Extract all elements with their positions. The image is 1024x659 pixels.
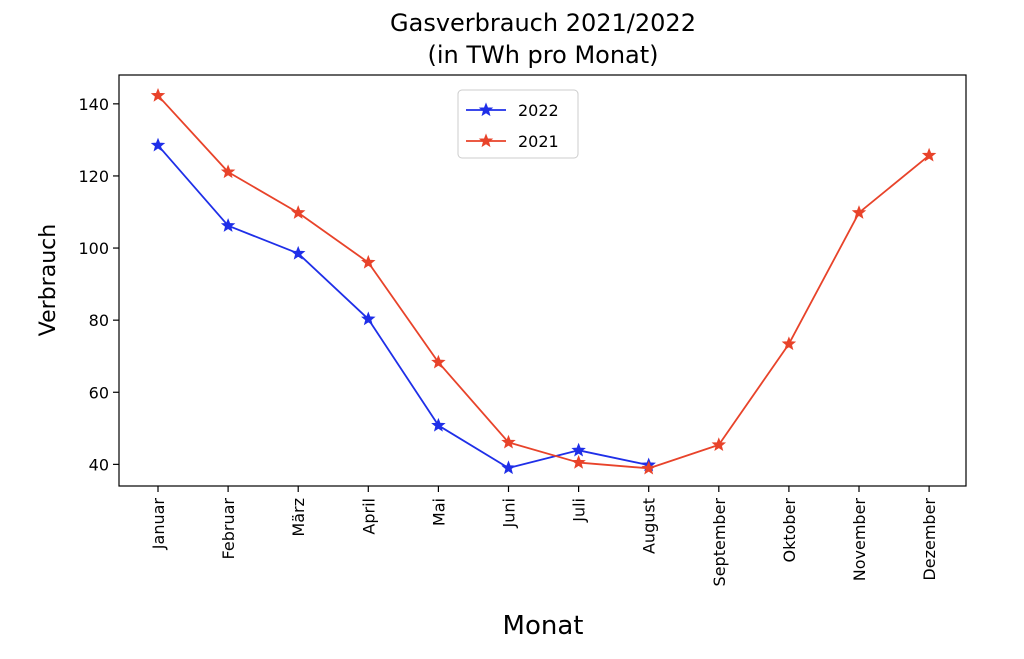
x-tick-label: Juni bbox=[500, 498, 519, 528]
x-tick-label: Dezember bbox=[920, 498, 939, 581]
x-tick-label: April bbox=[359, 498, 378, 535]
data-point bbox=[220, 218, 236, 232]
y-axis-label: Verbrauch bbox=[36, 224, 61, 336]
legend-label-2021: 2021 bbox=[518, 132, 559, 151]
data-point bbox=[501, 460, 516, 475]
chart-subtitle: (in TWh pro Monat) bbox=[427, 41, 658, 69]
chart-title: Gasverbrauch 2021/2022 bbox=[390, 9, 696, 37]
x-axis-label: Monat bbox=[503, 611, 584, 641]
legend-marker-2021 bbox=[478, 133, 494, 148]
data-point bbox=[361, 311, 376, 326]
x-tick-label: September bbox=[710, 498, 729, 587]
data-point bbox=[290, 245, 306, 260]
data-point bbox=[571, 454, 586, 469]
y-axis: 40 60 80 100 120 140 bbox=[78, 95, 119, 474]
y-tick-label: 80 bbox=[89, 311, 109, 330]
x-axis: Januar Februar März April Mai Juni Juli August S… bbox=[149, 486, 939, 586]
data-point bbox=[431, 354, 446, 369]
data-point bbox=[150, 137, 166, 152]
x-tick-label: Januar bbox=[149, 498, 168, 551]
data-point bbox=[711, 437, 727, 452]
data-point bbox=[781, 336, 797, 351]
series-layer bbox=[150, 87, 937, 475]
y-tick-label: 140 bbox=[78, 95, 109, 114]
y-tick-label: 100 bbox=[78, 239, 109, 258]
y-tick-label: 40 bbox=[89, 455, 109, 474]
x-tick-label: März bbox=[289, 498, 308, 537]
legend-marker-2022 bbox=[478, 102, 494, 117]
data-point bbox=[290, 205, 306, 219]
series-line-2022 bbox=[157, 144, 649, 469]
x-tick-label: Februar bbox=[219, 498, 238, 560]
x-tick-label: November bbox=[850, 498, 869, 582]
series-2022 bbox=[150, 137, 656, 475]
legend-label-2022: 2022 bbox=[518, 101, 559, 120]
data-point bbox=[220, 164, 236, 179]
series-2021 bbox=[150, 87, 937, 475]
data-point bbox=[851, 205, 867, 219]
legend: 2022 2021 bbox=[457, 89, 579, 159]
data-point bbox=[641, 460, 656, 475]
x-tick-label: Mai bbox=[429, 498, 448, 526]
y-tick-label: 60 bbox=[89, 383, 109, 402]
plot-area bbox=[118, 74, 967, 487]
data-point bbox=[361, 254, 376, 269]
data-point bbox=[501, 434, 516, 449]
data-point bbox=[571, 442, 586, 457]
x-tick-label: Juli bbox=[570, 498, 589, 523]
series-line-2021 bbox=[157, 94, 930, 470]
x-tick-label: Oktober bbox=[780, 498, 799, 563]
y-tick-label: 120 bbox=[78, 167, 109, 186]
data-point bbox=[921, 147, 937, 162]
data-point bbox=[150, 87, 166, 102]
data-point bbox=[431, 417, 446, 432]
x-tick-label: August bbox=[640, 498, 659, 554]
